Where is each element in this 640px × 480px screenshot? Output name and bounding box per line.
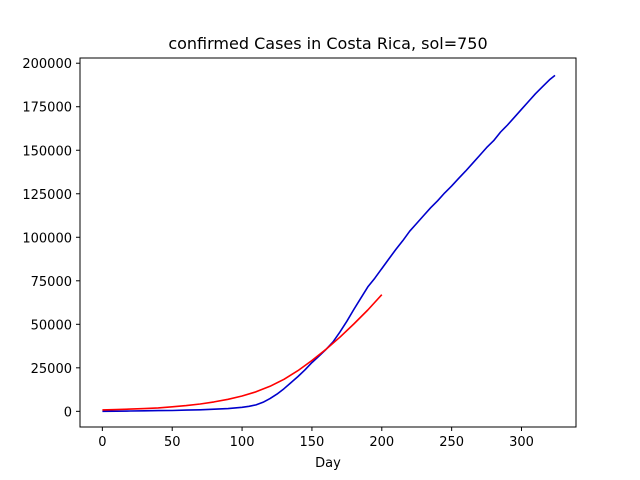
x-axis: 0 50 100 150 200 250 300 bbox=[98, 427, 534, 450]
y-tick-label: 100000 bbox=[22, 231, 72, 246]
x-tick-label: 250 bbox=[439, 435, 464, 450]
y-tick-label: 200000 bbox=[22, 57, 72, 72]
y-tick-label: 50000 bbox=[31, 318, 72, 333]
x-tick-label: 50 bbox=[164, 435, 181, 450]
y-tick-label: 25000 bbox=[31, 362, 72, 377]
chart-title: confirmed Cases in Costa Rica, sol=750 bbox=[168, 34, 487, 53]
y-tick-label: 125000 bbox=[22, 188, 72, 203]
y-tick-label: 150000 bbox=[22, 144, 72, 159]
x-axis-label: Day bbox=[315, 456, 341, 471]
x-tick-label: 150 bbox=[300, 435, 325, 450]
x-tick-label: 200 bbox=[369, 435, 394, 450]
x-tick-label: 0 bbox=[98, 435, 106, 450]
y-tick-label: 0 bbox=[64, 405, 72, 420]
series-line-0 bbox=[102, 74, 556, 413]
y-axis: 0 25000 50000 75000 100000 125000 150000 175000… bbox=[22, 57, 80, 420]
y-tick-label: 75000 bbox=[31, 275, 72, 290]
y-tick-label: 175000 bbox=[22, 101, 72, 116]
series-layer bbox=[102, 74, 556, 413]
axes-frame bbox=[79, 57, 577, 428]
x-tick-label: 100 bbox=[230, 435, 255, 450]
series-line-1 bbox=[102, 294, 383, 411]
x-tick-label: 300 bbox=[509, 435, 534, 450]
